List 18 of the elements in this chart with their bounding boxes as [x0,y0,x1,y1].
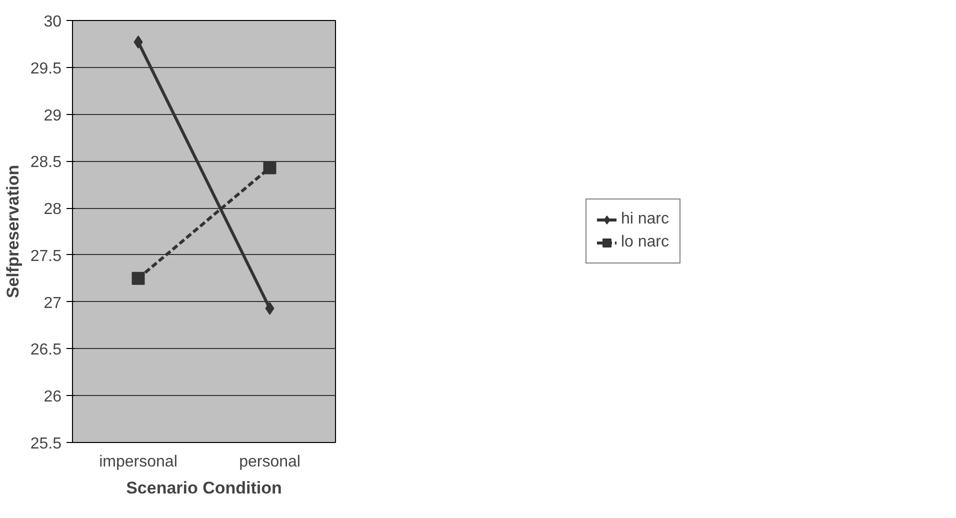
y-tick-label: 27.5 [30,248,62,265]
x-axis-title: Scenario Condition [126,478,282,498]
y-tick-label: 25.5 [30,436,62,452]
x-tick-label: impersonal [99,454,178,470]
point [263,161,276,174]
y-tick-label: 28.5 [30,154,62,172]
y-tick-label: 30 [44,14,62,30]
y-axis-title: Selfpreservation [3,164,22,298]
x-tick-label: personal [239,454,300,470]
y-tick-label: 26.5 [30,342,62,359]
legend-label: hi narc [620,210,670,228]
y-tick-label: 27 [44,294,62,312]
y-tick-label: 26 [44,388,62,406]
y-tick-label: 29.5 [30,60,62,78]
y-tick-label: 28 [44,201,62,218]
y-tick-label: 29 [44,107,62,124]
legend-label: lo narc [620,234,670,252]
point [132,272,145,285]
